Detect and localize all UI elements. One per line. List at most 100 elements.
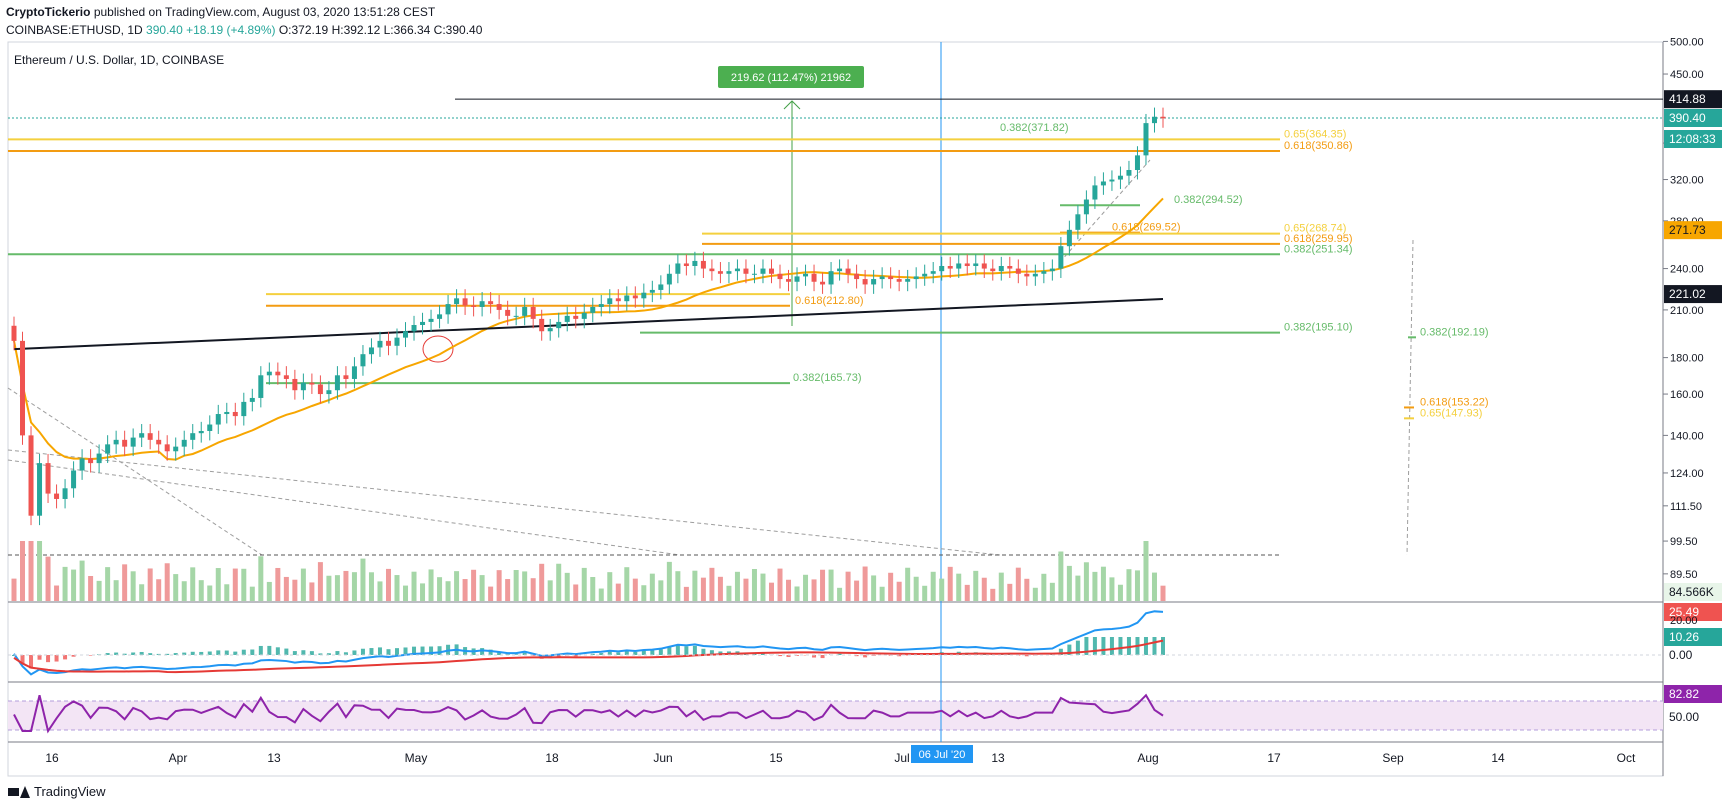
macd-histogram-bar bbox=[616, 652, 621, 655]
candle-body bbox=[658, 284, 664, 290]
volume-bar bbox=[1092, 571, 1098, 601]
macd-histogram-bar bbox=[275, 647, 280, 655]
symbol-label: COINBASE:ETHUSD, 1D bbox=[6, 23, 143, 37]
volume-bar bbox=[156, 579, 162, 601]
moving-averages-layer bbox=[13, 197, 1164, 461]
volume-bar bbox=[879, 586, 885, 601]
volume-bar bbox=[624, 567, 630, 601]
volume-bar bbox=[871, 575, 877, 601]
macd-histogram-bar bbox=[233, 651, 238, 655]
candle-body bbox=[130, 437, 136, 447]
macd-histogram-bar bbox=[897, 655, 902, 657]
candle-body bbox=[581, 312, 587, 319]
macd-histogram-bar bbox=[1161, 637, 1165, 655]
time-axis-label: 14 bbox=[1491, 751, 1505, 765]
macd-histogram-bar bbox=[352, 650, 357, 655]
candle-body bbox=[879, 276, 885, 280]
fib-level-label: 0.618(259.95) bbox=[1284, 233, 1353, 245]
candle-body bbox=[556, 321, 562, 329]
volume-bar bbox=[198, 580, 204, 601]
macd-histogram-bar bbox=[131, 652, 136, 655]
time-axis-label: Aug bbox=[1137, 751, 1158, 765]
candle-body bbox=[1151, 116, 1157, 124]
candle-body bbox=[513, 315, 519, 317]
candle-body bbox=[930, 271, 936, 274]
volume-bar bbox=[751, 569, 757, 601]
price-badge-box bbox=[1664, 285, 1722, 304]
candle-body bbox=[445, 304, 451, 315]
candle-body bbox=[360, 354, 366, 367]
macd-line bbox=[13, 610, 1164, 676]
volume-bar bbox=[37, 541, 43, 601]
price-badge-box bbox=[1664, 130, 1722, 148]
candle-body bbox=[428, 318, 434, 322]
macd-histogram-bar bbox=[1152, 637, 1157, 655]
volume-bar bbox=[215, 568, 221, 601]
close-value: C:390.40 bbox=[433, 23, 483, 37]
macd-histogram-bar bbox=[284, 648, 289, 655]
candle-body bbox=[1160, 116, 1166, 119]
candle-body bbox=[692, 260, 698, 267]
volume-bar bbox=[998, 572, 1004, 601]
macd-histogram-bar bbox=[820, 655, 825, 659]
volume-bar bbox=[420, 583, 426, 601]
footer-brand[interactable]: TradingView bbox=[34, 784, 106, 799]
volume-bar bbox=[1024, 578, 1030, 601]
volume-bar bbox=[45, 556, 51, 601]
volume-bar bbox=[990, 588, 996, 601]
candle-body bbox=[300, 382, 306, 391]
macd-histogram-bar bbox=[437, 646, 442, 655]
volume-bar bbox=[1143, 541, 1149, 601]
fib-level-label: 0.618(153.22) bbox=[1420, 396, 1489, 408]
macd-histogram-bar bbox=[63, 655, 68, 660]
trendline-3 bbox=[7, 459, 681, 556]
macd-histogram-bar bbox=[863, 655, 868, 658]
macd-histogram-bar bbox=[88, 655, 93, 656]
volume-bar bbox=[224, 584, 230, 601]
macd-histogram-bar bbox=[386, 649, 391, 655]
price-badge-label: 82.82 bbox=[1669, 687, 1699, 701]
time-axis-label: Jun bbox=[653, 751, 672, 765]
volume-bar bbox=[615, 583, 621, 601]
candle-body bbox=[862, 279, 868, 285]
fib-level-label: 0.382(192.19) bbox=[1420, 326, 1489, 338]
macd-histogram-bar bbox=[301, 650, 306, 655]
volume-bar bbox=[317, 562, 323, 601]
candle-body bbox=[173, 446, 179, 452]
macd-histogram-bar bbox=[369, 648, 374, 655]
candle-body bbox=[437, 314, 443, 319]
volume-bar bbox=[522, 571, 528, 601]
price-badge-label: 12:08:33 bbox=[1669, 132, 1716, 146]
high-value: H:392.12 bbox=[331, 23, 381, 37]
price-badge-box bbox=[1664, 603, 1722, 621]
fib-level-label: 0.65(268.74) bbox=[1284, 223, 1346, 235]
candle-body bbox=[845, 268, 851, 274]
volume-bar bbox=[888, 572, 894, 601]
author-name[interactable]: CryptoTickerio bbox=[6, 5, 91, 19]
macd-histogram-bar bbox=[573, 655, 578, 657]
price-axis-label: 99.50 bbox=[1670, 536, 1698, 548]
volume-bar bbox=[377, 581, 383, 601]
macd-histogram-bar bbox=[224, 650, 229, 655]
candle-body bbox=[334, 375, 340, 391]
macd-histogram-bar bbox=[190, 651, 195, 655]
price-badge-label: 25.49 bbox=[1669, 605, 1699, 619]
volume-bar bbox=[845, 571, 851, 601]
candle-body bbox=[1032, 273, 1038, 277]
volume-bar bbox=[956, 573, 962, 601]
candle-body bbox=[266, 371, 272, 376]
macd-histogram-bar bbox=[241, 649, 246, 655]
price-axis-label: 160.00 bbox=[1670, 389, 1704, 401]
candle-body bbox=[1049, 268, 1055, 272]
volume-bar bbox=[1049, 582, 1055, 601]
candle-body bbox=[717, 271, 723, 274]
macd-histogram-bar bbox=[139, 651, 144, 655]
candle-body bbox=[1134, 155, 1140, 171]
candle-body bbox=[981, 263, 987, 269]
candle-body bbox=[343, 375, 349, 379]
fib-level-label: 0.382(371.82) bbox=[1000, 122, 1069, 134]
macd-histogram-bar bbox=[650, 650, 655, 655]
macd-histogram-bar bbox=[207, 651, 212, 655]
macd-histogram-bar bbox=[1118, 637, 1123, 655]
